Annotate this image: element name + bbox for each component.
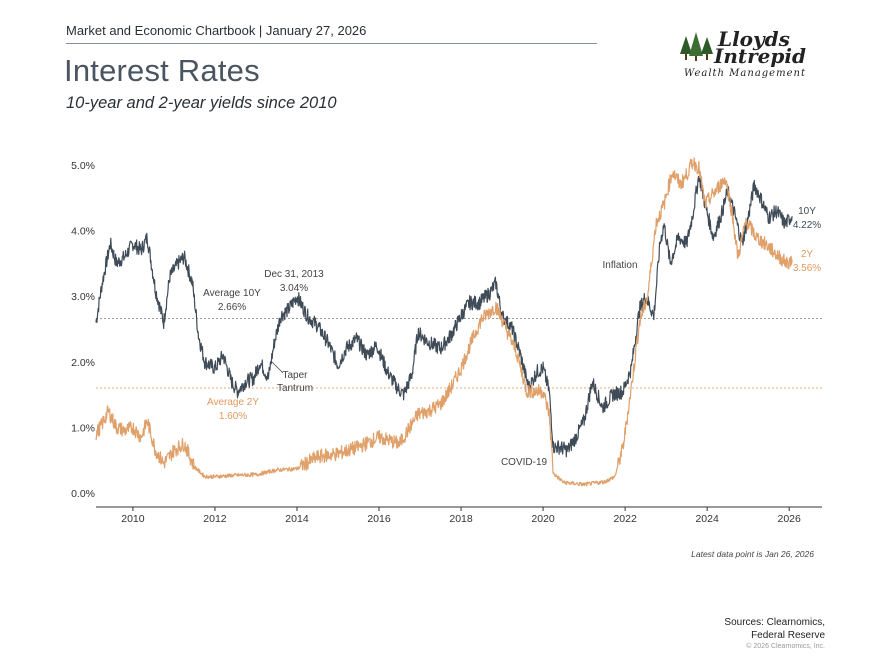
- latest-data-note: Latest data point is Jan 26, 2026: [691, 549, 814, 559]
- end-label-2y-value: 3.56%: [793, 263, 821, 274]
- annotation-average-10y-label: Average 10Y: [203, 288, 261, 299]
- end-label-10y-value: 4.22%: [793, 220, 821, 231]
- y-tick-label: 5.0%: [71, 160, 95, 172]
- end-label-10y-name: 10Y: [798, 206, 816, 217]
- logo-line-2: Intrepid: [714, 44, 806, 68]
- page-subtitle: 10-year and 2-year yields since 2010: [66, 94, 337, 112]
- x-tick-label: 2022: [613, 513, 637, 525]
- annotation-tantrum-label: Tantrum: [277, 383, 313, 394]
- y-tick-label: 0.0%: [71, 488, 95, 500]
- sources-line-2: Federal Reserve: [751, 630, 825, 641]
- y-tick-label: 3.0%: [71, 291, 95, 303]
- x-tick-label: 2020: [531, 513, 555, 525]
- x-tick-label: 2016: [367, 513, 391, 525]
- x-tick-labels: 2010 2012 2014 2016 2018 2020 2022 2024 2026: [121, 507, 801, 525]
- y-tick-labels: 0.0% 1.0% 2.0% 3.0% 4.0% 5.0%: [71, 160, 95, 500]
- logo-line-3: Wealth Management: [684, 68, 806, 79]
- x-tick-label: 2014: [285, 513, 309, 525]
- chartbook-header: Market and Economic Chartbook | January …: [66, 23, 367, 38]
- annotation-average-2y-label: Average 2Y: [207, 397, 259, 408]
- page-title: Interest Rates: [64, 53, 260, 88]
- annotation-average-2y-value: 1.60%: [219, 411, 247, 422]
- logo-line-1: Lloyds: [718, 27, 790, 51]
- annotation-dec2013-label: Dec 31, 2013: [264, 269, 324, 280]
- taper-leader-line: [271, 361, 284, 374]
- x-tick-label: 2010: [121, 513, 145, 525]
- x-tick-label: 2012: [203, 513, 227, 525]
- annotation-dec2013-value: 3.04%: [280, 283, 308, 294]
- end-label-2y-name: 2Y: [801, 249, 814, 260]
- annotation-covid: COVID-19: [501, 457, 548, 468]
- x-tick-label: 2026: [778, 513, 802, 525]
- annotation-taper-label: Taper: [282, 370, 308, 381]
- copyright: © 2026 Clearnomics, Inc.: [746, 643, 825, 650]
- annotation-average-10y-value: 2.66%: [218, 302, 246, 313]
- series-line-10y: [95, 174, 793, 458]
- y-tick-label: 1.0%: [71, 422, 95, 434]
- x-tick-label: 2024: [695, 513, 719, 525]
- company-logo: Lloyds Intrepid Wealth Management: [680, 28, 830, 84]
- header-divider: [66, 43, 597, 44]
- sources: Sources: Clearnomics, Federal Reserve: [724, 616, 825, 642]
- average-lines: [96, 318, 822, 389]
- series-lines: [95, 157, 793, 487]
- y-tick-label: 2.0%: [71, 357, 95, 369]
- y-tick-label: 4.0%: [71, 226, 95, 238]
- series-line-2y: [95, 157, 793, 487]
- sources-line-1: Sources: Clearnomics,: [724, 617, 825, 628]
- trees-icon: [680, 32, 713, 61]
- annotation-inflation: Inflation: [602, 260, 637, 271]
- x-tick-label: 2018: [449, 513, 473, 525]
